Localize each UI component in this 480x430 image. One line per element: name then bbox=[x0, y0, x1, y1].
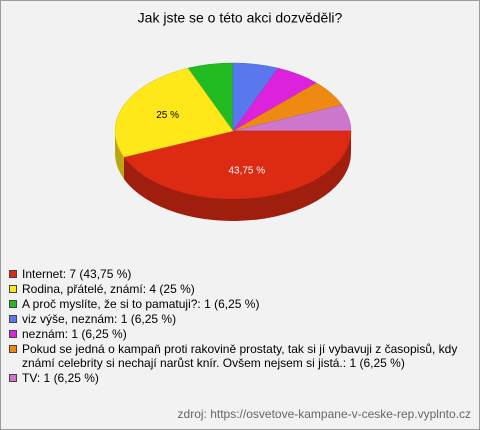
legend-swatch bbox=[9, 345, 17, 353]
legend-item: Pokud se jedná o kampaň proti rakovině p… bbox=[9, 342, 471, 370]
legend-swatch bbox=[9, 330, 17, 338]
slice-side bbox=[115, 131, 124, 180]
legend-label: Internet: 7 (43,75 %) bbox=[22, 267, 132, 281]
chart-title: Jak jste se o této akci dozvěděli? bbox=[138, 10, 343, 26]
legend-item: viz výše, neznám: 1 (6,25 %) bbox=[9, 312, 471, 326]
slice-label: 25 % bbox=[156, 110, 179, 121]
legend-label: Rodina, přátelé, známí: 4 (25 %) bbox=[22, 282, 195, 296]
slice bbox=[114, 67, 234, 158]
slice-side bbox=[123, 131, 352, 221]
chart: Jak jste se o této akci dozvěděli? 43,75… bbox=[114, 10, 352, 221]
legend-swatch bbox=[9, 270, 17, 278]
legend-item: A proč myslíte, že si to pamatuji?: 1 (6… bbox=[9, 297, 471, 311]
legend-item: TV: 1 (6,25 %) bbox=[9, 371, 471, 385]
slice-label: 43,75 % bbox=[228, 166, 265, 177]
legend: Internet: 7 (43,75 %) Rodina, přátelé, zn… bbox=[9, 267, 471, 386]
slice bbox=[123, 130, 352, 200]
legend-swatch bbox=[9, 300, 17, 308]
legend-swatch bbox=[9, 315, 17, 323]
legend-label: Pokud se jedná o kampaň proti rakovině p… bbox=[22, 342, 458, 370]
legend-label: neznám: 1 (6,25 %) bbox=[22, 327, 127, 341]
legend-item: neznám: 1 (6,25 %) bbox=[9, 327, 471, 341]
source-note: zdroj: https://osvetove-kampane-v-ceske-… bbox=[177, 407, 471, 421]
legend-item: Rodina, přátelé, známí: 4 (25 %) bbox=[9, 282, 471, 296]
legend-swatch bbox=[9, 285, 17, 293]
legend-item: Internet: 7 (43,75 %) bbox=[9, 267, 471, 281]
legend-swatch bbox=[9, 374, 17, 382]
legend-label: TV: 1 (6,25 %) bbox=[22, 371, 99, 385]
legend-label: viz výše, neznám: 1 (6,25 %) bbox=[22, 312, 177, 326]
legend-label: A proč myslíte, že si to pamatuji?: 1 (6… bbox=[22, 297, 260, 311]
